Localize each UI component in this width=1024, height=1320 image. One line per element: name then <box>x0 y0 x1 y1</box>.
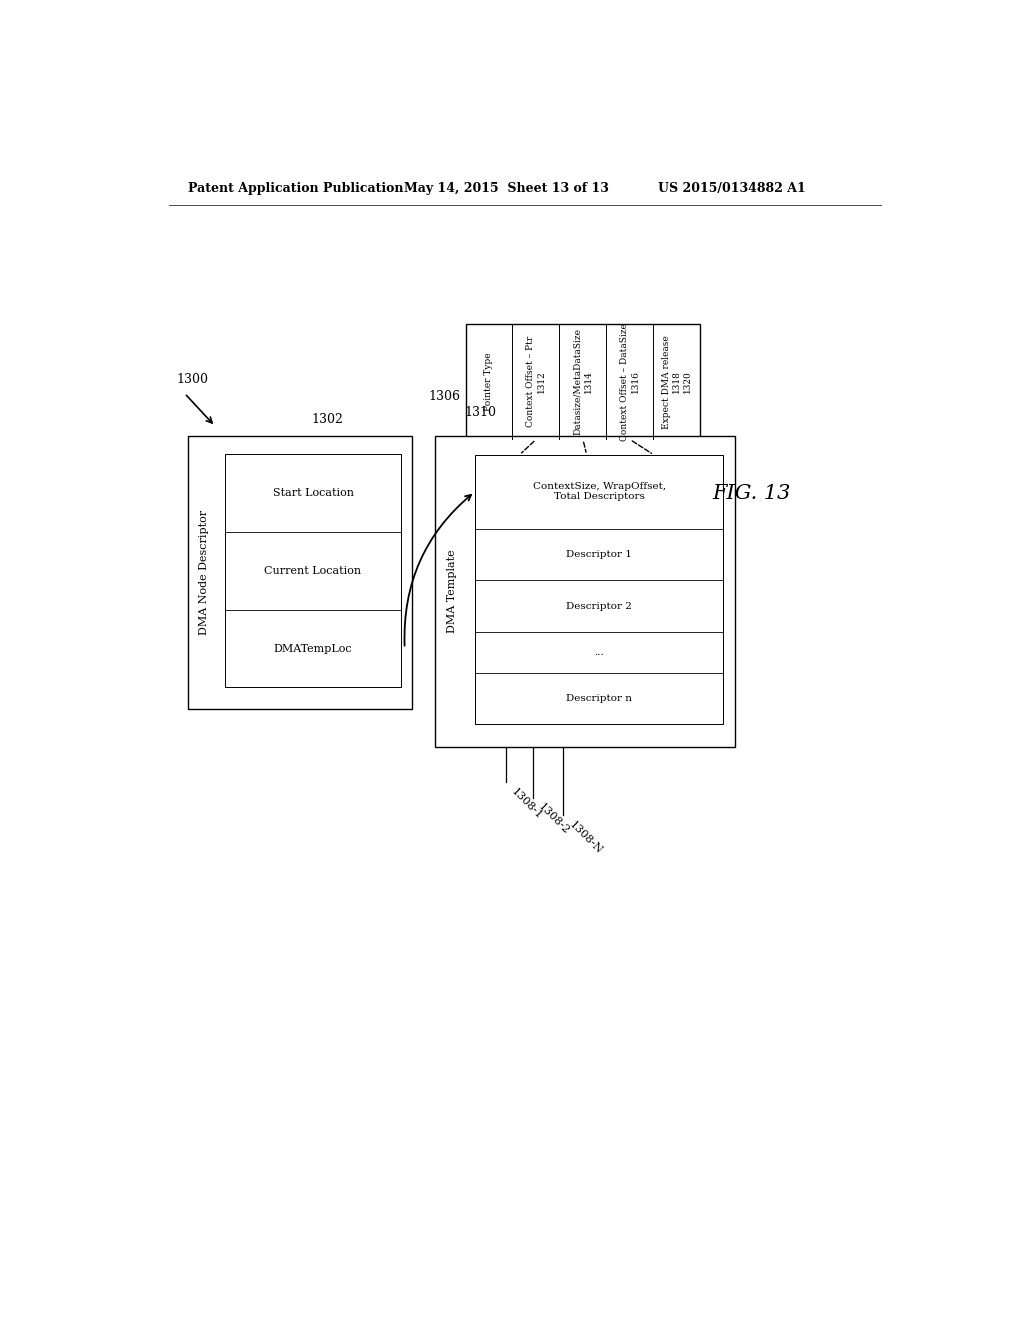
Text: Descriptor n: Descriptor n <box>566 694 632 704</box>
Text: Datasize/MetaDataSize
1314: Datasize/MetaDataSize 1314 <box>573 329 593 436</box>
Text: 1308-1: 1308-1 <box>509 785 545 821</box>
Text: Patent Application Publication: Patent Application Publication <box>188 182 403 194</box>
Text: Start Location: Start Location <box>272 488 353 498</box>
Bar <box>188 436 412 709</box>
Text: Descriptor 1: Descriptor 1 <box>566 550 632 560</box>
Text: Pointer Type: Pointer Type <box>484 352 494 411</box>
Text: FIG. 13: FIG. 13 <box>712 484 791 503</box>
Text: 1302: 1302 <box>311 413 343 426</box>
Text: Descriptor 2: Descriptor 2 <box>566 602 632 611</box>
Text: ...: ... <box>594 648 604 657</box>
Text: 1308-2: 1308-2 <box>537 801 571 837</box>
Text: DMA Template: DMA Template <box>446 549 457 634</box>
Text: DMA Node Descriptor: DMA Node Descriptor <box>199 510 209 635</box>
Text: US 2015/0134882 A1: US 2015/0134882 A1 <box>658 182 806 194</box>
Bar <box>225 454 400 688</box>
Bar <box>466 323 700 440</box>
Text: Expect DMA release
1318
1320: Expect DMA release 1318 1320 <box>662 335 692 429</box>
Text: Context Offset – Ptr
1312: Context Offset – Ptr 1312 <box>526 337 546 428</box>
Text: ContextSize, WrapOffset,
Total Descriptors: ContextSize, WrapOffset, Total Descripto… <box>532 482 666 502</box>
Text: May 14, 2015  Sheet 13 of 13: May 14, 2015 Sheet 13 of 13 <box>403 182 609 194</box>
Bar <box>435 436 735 747</box>
Text: 1300: 1300 <box>177 372 209 385</box>
Text: 1306: 1306 <box>429 391 461 404</box>
Text: 1308-N: 1308-N <box>567 818 604 855</box>
Text: DMATempLoc: DMATempLoc <box>273 644 352 653</box>
Bar <box>475 455 724 725</box>
Text: Context Offset – DataSize
1316: Context Offset – DataSize 1316 <box>621 323 640 441</box>
Text: Current Location: Current Location <box>264 566 361 576</box>
Text: 1310: 1310 <box>464 405 496 418</box>
